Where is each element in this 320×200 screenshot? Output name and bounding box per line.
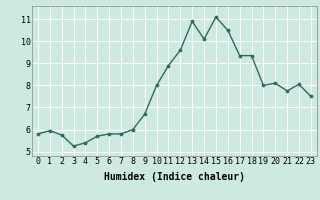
- X-axis label: Humidex (Indice chaleur): Humidex (Indice chaleur): [104, 172, 245, 182]
